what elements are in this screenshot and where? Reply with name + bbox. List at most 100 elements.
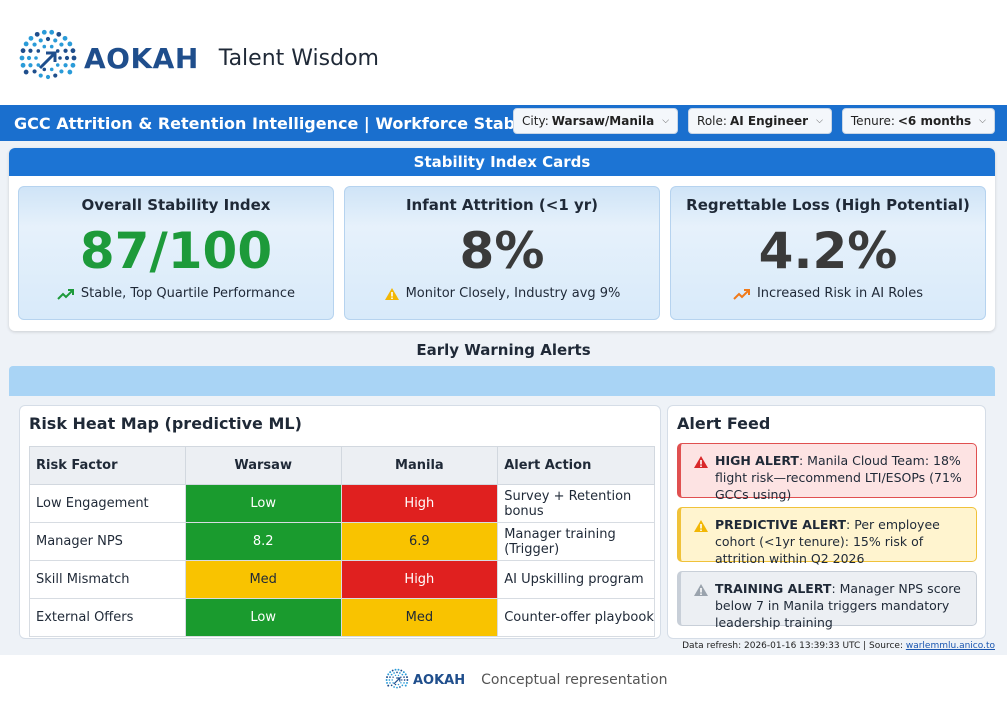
logo-dot: [390, 684, 393, 687]
logo-dot: [56, 31, 62, 37]
logo-dot: [402, 671, 405, 674]
card-subtext-label: Stable, Top Quartile Performance: [80, 286, 296, 301]
logo-dot: [392, 682, 394, 684]
card-subtext-label: Monitor Closely, Industry avg 9%: [405, 286, 621, 301]
alert-feed-title: Alert Feed: [677, 414, 771, 433]
logo-dot: [49, 67, 54, 72]
logo-dot: [36, 49, 41, 53]
alert-action-cell: Counter-offer playbook: [497, 598, 655, 637]
logo-dot: [70, 48, 76, 54]
logo-dot: [403, 676, 405, 678]
tenure-filter-dropdown[interactable]: Tenure: <6 months ⌵: [841, 108, 995, 134]
city-filter-label: City:: [522, 114, 549, 128]
role-filter-dropdown[interactable]: Role: AI Engineer ⌵: [688, 108, 832, 134]
logo-dot: [28, 48, 33, 53]
logo-dot: [20, 48, 26, 54]
column-header: Warsaw: [184, 446, 342, 485]
logo-dot: [388, 679, 391, 681]
filter-bar: City: Warsaw/Manila ⌵ Role: AI Engineer …: [513, 108, 995, 134]
alert-text: : Per employee cohort (<1yr tenure): 15%…: [715, 517, 940, 566]
logo-dot: [393, 672, 395, 674]
stability-card-overall: Overall Stability Index 87/100 Stable, T…: [18, 186, 334, 320]
logo-dot: [399, 686, 401, 688]
high-alert-item[interactable]: HIGH ALERT: Manila Cloud Team: 18% fligh…: [677, 443, 977, 502]
logo-dot: [34, 31, 40, 37]
training-alert-item[interactable]: TRAINING ALERT: Manager NPS score below …: [677, 571, 977, 630]
card-subtext-label: Increased Risk in AI Roles: [756, 286, 924, 301]
tenure-filter-value: <6 months: [897, 114, 972, 128]
logo-dot: [26, 55, 32, 61]
logo-arrow: [38, 51, 57, 70]
logo-dot: [49, 44, 54, 49]
risk-heatmap-panel: Risk Heat Map (predictive ML) Risk Facto…: [19, 405, 661, 639]
logo-dot: [23, 41, 29, 47]
logo-dot: [389, 671, 392, 674]
logo-dot: [401, 673, 404, 676]
predictive-alert-item[interactable]: PREDICTIVE ALERT: Per employee cohort (<…: [677, 507, 977, 566]
logo-dot: [401, 679, 403, 681]
early-warning-bar: [9, 366, 995, 396]
logo-dot: [32, 42, 37, 47]
logo-dot: [38, 38, 43, 43]
logo-dot: [19, 55, 25, 61]
logo-dot: [394, 674, 397, 677]
city-filter-dropdown[interactable]: City: Warsaw/Manila ⌵: [513, 108, 679, 134]
card-subtext: Increased Risk in AI Roles: [671, 286, 985, 301]
risk-factor-cell: Skill Mismatch: [29, 560, 186, 599]
aokah-dots-logo-icon: [19, 29, 77, 80]
logo-dot: [397, 668, 400, 671]
manila-risk-cell: High: [340, 484, 499, 523]
alert-type: HIGH ALERT: [715, 453, 799, 468]
logo-dot: [20, 62, 26, 68]
aokah-dots-logo-icon: [385, 668, 409, 689]
logo-dot: [404, 684, 407, 687]
logo-dot: [38, 73, 43, 78]
table-row: External Offers Low Med Counter-offer pl…: [29, 598, 655, 637]
table-row: Skill Mismatch Med High AI Upskilling pr…: [29, 560, 655, 599]
logo-dot: [45, 36, 51, 42]
logo-dot: [70, 62, 76, 68]
table-row: Manager NPS 8.2 6.9 Manager training (Tr…: [29, 522, 655, 561]
alert-text: : Manager NPS score below 7 in Manila tr…: [715, 581, 961, 630]
logo-dot: [62, 35, 68, 41]
logo-dot: [45, 74, 51, 80]
source-link[interactable]: warlemmlu.anico.to: [905, 641, 995, 651]
logo-dot: [41, 29, 47, 35]
role-filter-label: Role:: [697, 114, 727, 128]
stability-index-panel: Stability Index Cards Overall Stability …: [9, 148, 995, 331]
logo-dot: [391, 679, 393, 681]
logo-dot: [406, 681, 408, 684]
logo-dot: [63, 63, 68, 68]
logo-dot: [36, 63, 41, 67]
trend-up-icon: [733, 288, 750, 300]
logo-dot: [394, 668, 397, 671]
warsaw-risk-cell: 8.2: [184, 522, 342, 561]
card-subtext: Monitor Closely, Industry avg 9%: [345, 286, 659, 301]
card-value: 8%: [459, 222, 545, 280]
alert-action-cell: Survey + Retention bonus: [497, 484, 655, 523]
stability-card-infant-attrition: Infant Attrition (<1 yr) 8% Monitor Clos…: [344, 186, 660, 320]
chevron-down-icon: ⌵: [979, 116, 986, 126]
table-header-row: Risk Factor Warsaw Manila Alert Action: [29, 446, 655, 485]
tenure-filter-label: Tenure:: [850, 114, 895, 128]
logo-dot: [67, 69, 73, 75]
brand-name: AOKAH: [84, 41, 199, 75]
logo-dot: [42, 67, 47, 72]
alert-type: TRAINING ALERT: [715, 581, 832, 596]
stability-card-regrettable-loss: Regrettable Loss (High Potential) 4.2% I…: [670, 186, 986, 320]
dashboard-main: Stability Index Cards Overall Stability …: [0, 141, 1007, 655]
table-row: Low Engagement Low High Survey + Retenti…: [29, 484, 655, 523]
trend-up-icon: [57, 288, 74, 300]
warsaw-risk-cell: Med: [184, 560, 342, 599]
logo-dot: [403, 679, 406, 681]
footer: AOKAH Conceptual representation: [385, 668, 668, 692]
chevron-down-icon: ⌵: [816, 116, 823, 126]
logo-dot: [387, 673, 390, 676]
logo-dot: [34, 56, 38, 60]
logo-dot: [58, 56, 62, 60]
logo-dot: [396, 671, 398, 674]
logo-dot: [386, 681, 388, 684]
logo-dot: [406, 676, 408, 679]
logo-dot: [55, 63, 60, 67]
logo-dot: [397, 674, 400, 677]
